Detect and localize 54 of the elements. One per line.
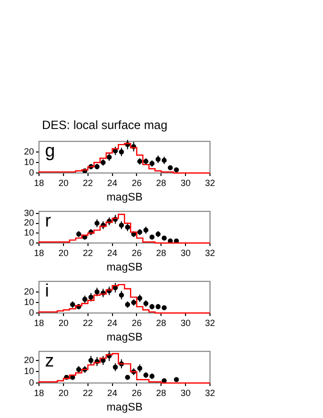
x-tick-label: 30 [180, 388, 191, 398]
y-tick-label: 20 [24, 286, 34, 296]
y-tick-label: 10 [24, 296, 34, 307]
x-tick-label: 32 [204, 388, 216, 398]
x-tick-label: 26 [132, 388, 142, 398]
x-tick-label: 32 [204, 248, 216, 258]
x-axis-title: magSB [106, 261, 143, 274]
x-tick-label: 20 [58, 178, 68, 188]
annotation: z [45, 350, 54, 370]
x-tick-label: 18 [34, 388, 44, 398]
x-axis-title: magSB [106, 401, 143, 414]
y-tick-label: 0 [28, 377, 34, 388]
x-tick-label: 30 [180, 248, 191, 258]
y-tick-label: 30 [24, 208, 34, 218]
x-tick-label: 30 [180, 318, 191, 328]
x-tick-label: 20 [58, 248, 68, 258]
x-tick-label: 26 [132, 318, 142, 328]
annotation: r [45, 210, 52, 230]
y-tick-label: 10 [24, 366, 34, 376]
x-tick-label: 28 [156, 318, 166, 328]
x-tick-label: 18 [34, 248, 44, 258]
chart-title: DES: local surface mag [42, 118, 168, 132]
y-tick-label: 20 [24, 354, 34, 365]
x-tick-label: 24 [107, 388, 118, 398]
x-tick-label: 26 [132, 178, 142, 188]
x-tick-label: 24 [107, 318, 118, 328]
annotation: i [45, 280, 50, 300]
y-tick-label: 0 [28, 237, 34, 248]
y-tick-label: 20 [24, 146, 34, 156]
x-tick-label: 26 [132, 248, 142, 258]
x-tick-label: 28 [156, 178, 166, 188]
annotation: g [45, 140, 56, 160]
y-tick-label: 10 [24, 228, 34, 238]
y-tick-label: 10 [24, 156, 34, 167]
y-tick-label: 20 [24, 218, 34, 228]
x-tick-label: 30 [180, 178, 191, 188]
x-tick-label: 22 [82, 388, 93, 398]
x-axis-title: magSB [106, 191, 143, 204]
x-tick-label: 18 [34, 178, 44, 188]
x-axis-title: magSB [106, 331, 143, 344]
x-tick-label: 24 [107, 178, 118, 188]
x-tick-label: 18 [34, 318, 44, 328]
x-tick-label: 22 [82, 248, 93, 258]
x-tick-label: 32 [204, 178, 216, 188]
x-tick-label: 20 [58, 388, 68, 398]
y-tick-label: 0 [28, 307, 34, 318]
x-tick-label: 22 [82, 318, 93, 328]
x-tick-label: 20 [58, 318, 68, 328]
y-tick-label: 0 [28, 167, 34, 178]
x-tick-label: 32 [204, 318, 216, 328]
x-tick-label: 28 [156, 388, 166, 398]
x-tick-label: 28 [156, 248, 166, 258]
x-tick-label: 22 [82, 178, 93, 188]
x-tick-label: 24 [107, 248, 118, 258]
